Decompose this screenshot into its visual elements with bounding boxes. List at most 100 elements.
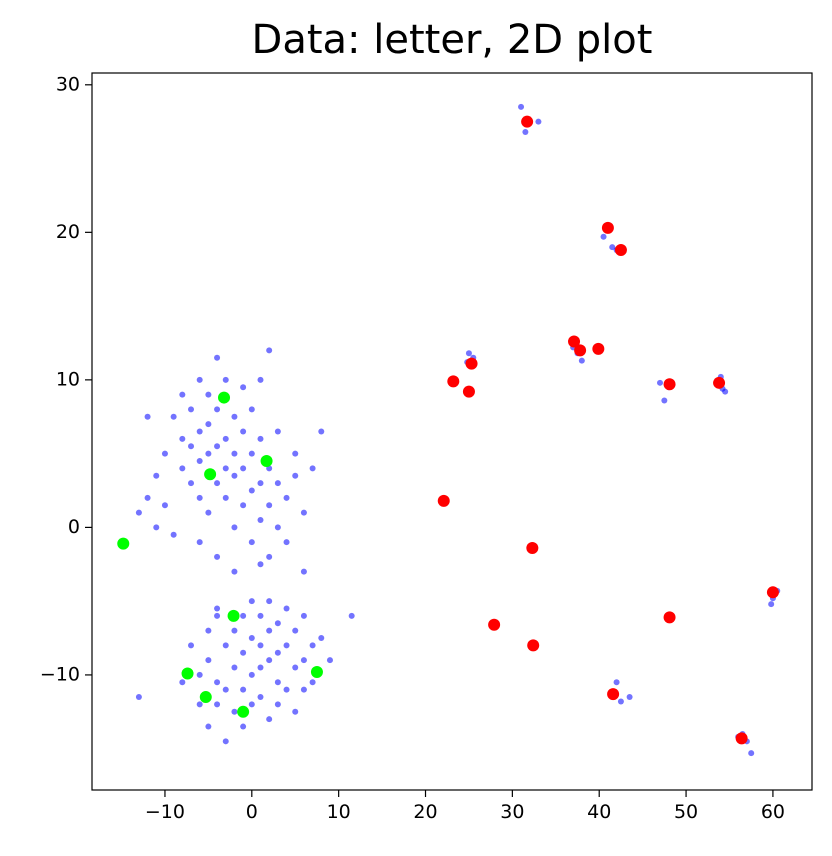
point (310, 665, 323, 678)
point (657, 379, 664, 386)
point (231, 450, 238, 457)
point (196, 539, 203, 546)
point (222, 738, 229, 745)
point (735, 732, 748, 745)
point (274, 524, 281, 531)
point (214, 406, 221, 413)
point (214, 679, 221, 686)
point (318, 428, 325, 435)
point (222, 686, 229, 693)
point (318, 635, 325, 642)
point (257, 642, 264, 649)
point (447, 375, 460, 388)
point (214, 553, 221, 560)
point (240, 428, 247, 435)
point (568, 335, 581, 348)
point (196, 671, 203, 678)
point (179, 679, 186, 686)
point (292, 708, 299, 715)
point (274, 701, 281, 708)
point (179, 435, 186, 442)
point (117, 537, 130, 550)
point (248, 539, 255, 546)
point (626, 694, 633, 701)
point (283, 494, 290, 501)
point (614, 244, 627, 257)
point (135, 509, 142, 516)
x-tick-label: 20 (413, 801, 437, 823)
point (309, 642, 316, 649)
point (214, 612, 221, 619)
point (663, 611, 676, 624)
point (231, 708, 238, 715)
point (240, 649, 247, 656)
point (135, 694, 142, 701)
point (231, 664, 238, 671)
point (248, 450, 255, 457)
point (257, 435, 264, 442)
point (257, 480, 264, 487)
point (578, 357, 585, 364)
point (266, 627, 273, 634)
point (292, 450, 299, 457)
y-tick-label: 10 (56, 368, 80, 390)
point (266, 347, 273, 354)
point (266, 657, 273, 664)
point (153, 472, 160, 479)
point (181, 667, 194, 680)
point (205, 509, 212, 516)
point (205, 723, 212, 730)
point (248, 487, 255, 494)
point (257, 376, 264, 383)
point (768, 601, 775, 608)
point (527, 639, 540, 652)
point (199, 691, 212, 704)
x-tick-label: 40 (587, 801, 611, 823)
point (196, 428, 203, 435)
point (231, 627, 238, 634)
point (266, 502, 273, 509)
point (574, 344, 587, 357)
point (240, 723, 247, 730)
point (292, 472, 299, 479)
point (188, 443, 195, 450)
point (300, 568, 307, 575)
point (465, 357, 478, 370)
point (274, 480, 281, 487)
point (274, 620, 281, 627)
point (248, 701, 255, 708)
point (222, 376, 229, 383)
point (222, 465, 229, 472)
point (257, 517, 264, 524)
point (161, 450, 168, 457)
point (188, 480, 195, 487)
point (613, 679, 620, 686)
point (240, 384, 247, 391)
point (274, 428, 281, 435)
point (161, 502, 168, 509)
point (248, 635, 255, 642)
x-tick-label: −10 (145, 801, 185, 823)
y-tick-label: 0 (68, 516, 80, 538)
point (196, 376, 203, 383)
point (214, 354, 221, 361)
point (153, 524, 160, 531)
point (292, 627, 299, 634)
y-tick-label: −10 (40, 663, 80, 685)
point (601, 221, 614, 234)
point (300, 686, 307, 693)
point (231, 568, 238, 575)
point (661, 397, 668, 404)
point (196, 701, 203, 708)
point (257, 612, 264, 619)
point (205, 450, 212, 457)
y-tick-label: 20 (56, 221, 80, 243)
point (766, 586, 779, 599)
x-tick-label: 50 (674, 801, 698, 823)
point (283, 539, 290, 546)
axes-frame (91, 72, 813, 791)
point (231, 472, 238, 479)
point (526, 542, 539, 555)
point (283, 605, 290, 612)
